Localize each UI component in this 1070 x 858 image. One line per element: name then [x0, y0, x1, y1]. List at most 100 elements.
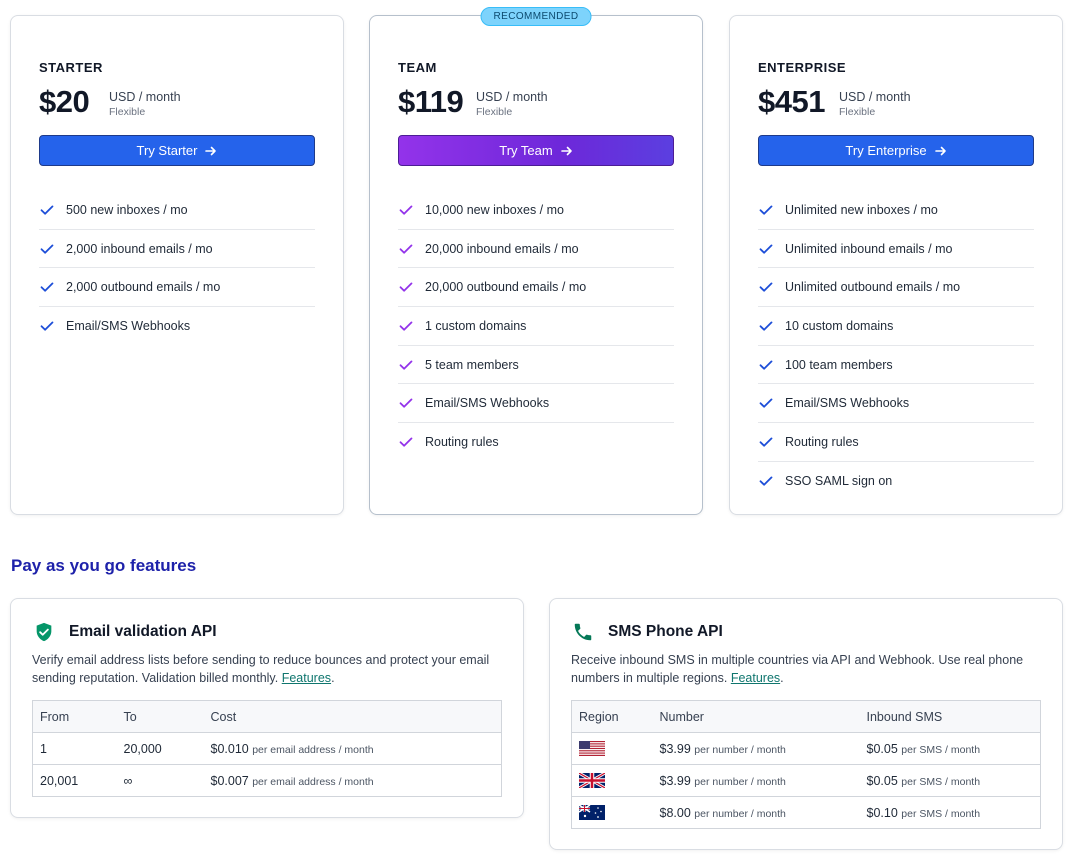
number-cell: $8.00 per number / month [652, 796, 860, 829]
number-cell: $3.99 per number / month [652, 732, 860, 765]
feature-label: Unlimited outbound emails / mo [785, 280, 961, 295]
api-title: SMS Phone API [608, 623, 723, 640]
check-icon [399, 282, 413, 292]
feature-item: 10,000 new inboxes / mo [398, 191, 674, 230]
email-pricing-table: From To Cost 1 20,000 $0.010 per email a… [32, 700, 502, 797]
feature-item: Routing rules [758, 423, 1034, 462]
check-icon [399, 321, 413, 331]
feature-label: 100 team members [785, 357, 893, 372]
check-icon [759, 321, 773, 331]
arrow-right-icon [205, 146, 217, 155]
number-cell: $3.99 per number / month [652, 764, 860, 797]
plan-billing-type: Flexible [476, 106, 513, 118]
check-icon [40, 205, 54, 215]
sms-unit: per SMS / month [901, 743, 981, 756]
check-icon [40, 321, 54, 332]
features-link[interactable]: Features [281, 670, 332, 685]
api-description-text: Verify email address lists before sendin… [32, 653, 490, 685]
from-cell: 1 [32, 732, 117, 765]
table-row: 1 20,000 $0.010 per email address / mont… [32, 732, 502, 765]
try-starter-button[interactable]: Try Starter [39, 135, 315, 166]
sms-unit: per SMS / month [901, 775, 981, 788]
cta-label: Try Team [499, 143, 553, 158]
features-link[interactable]: Features [730, 670, 781, 685]
number-price: $3.99 [659, 741, 691, 756]
try-enterprise-button[interactable]: Try Enterprise [758, 135, 1034, 166]
region-cell [571, 732, 653, 765]
from-cell: 20,001 [32, 764, 117, 797]
api-description-text: Receive inbound SMS in multiple countrie… [571, 653, 1024, 685]
sms-price: $0.05 [866, 741, 898, 756]
plan-card-team: RECOMMENDED TEAM $119 USD / month Flexib… [369, 7, 703, 515]
sms-cell: $0.05 per SMS / month [859, 732, 1041, 765]
feature-label: 10 custom domains [785, 318, 894, 333]
feature-label: Email/SMS Webhooks [425, 396, 550, 411]
cost-value: $0.007 [210, 773, 249, 788]
plan-price-unit: USD / month [839, 90, 911, 104]
email-validation-card: Email validation API Verify email addres… [10, 598, 524, 818]
feature-label: 20,000 outbound emails / mo [425, 280, 587, 295]
number-unit: per number / month [694, 743, 786, 756]
us-flag-icon [579, 741, 605, 757]
check-icon [759, 244, 773, 254]
feature-item: 100 team members [758, 346, 1034, 385]
check-icon [399, 205, 413, 215]
number-price: $3.99 [659, 773, 691, 788]
feature-label: 2,000 inbound emails / mo [66, 241, 213, 256]
column-header: To [116, 700, 204, 733]
plan-billing-type: Flexible [109, 106, 146, 118]
phone-icon [574, 623, 592, 641]
check-icon [399, 244, 413, 254]
feature-item: 20,000 inbound emails / mo [398, 230, 674, 269]
check-icon [759, 476, 773, 486]
plan-price-unit: USD / month [476, 90, 548, 104]
feature-label: Unlimited inbound emails / mo [785, 241, 953, 256]
to-cell: ∞ [116, 764, 204, 797]
check-icon [759, 360, 773, 370]
feature-label: Email/SMS Webhooks [785, 396, 910, 411]
number-unit: per number / month [694, 807, 786, 820]
cost-cell: $0.010 per email address / month [203, 732, 502, 765]
sms-price: $0.05 [866, 773, 898, 788]
recommended-badge: RECOMMENDED [480, 7, 592, 26]
try-team-button[interactable]: Try Team [398, 135, 674, 166]
plan-price: $20 [39, 84, 90, 119]
feature-list: 500 new inboxes / mo 2,000 inbound emails… [39, 191, 315, 346]
plan-price-unit: USD / month [109, 90, 181, 104]
feature-label: Routing rules [425, 435, 499, 450]
feature-label: 10,000 new inboxes / mo [425, 202, 564, 217]
plan-price: $451 [758, 84, 825, 119]
feature-label: Routing rules [785, 434, 859, 449]
plan-card-enterprise: ENTERPRISE $451 USD / month Flexible Try… [729, 15, 1063, 515]
feature-item: 2,000 outbound emails / mo [39, 268, 315, 308]
sms-pricing-table: Region Number Inbound SMS $3.99 pe [571, 700, 1041, 829]
api-title: Email validation API [69, 623, 217, 640]
check-icon [40, 244, 54, 254]
table-row: $8.00 per number / month $0.10 per SMS /… [571, 796, 1041, 829]
feature-item: Routing rules [398, 423, 674, 462]
plan-name: TEAM [398, 60, 437, 75]
column-header: Cost [203, 700, 502, 733]
feature-label: 5 team members [425, 357, 519, 372]
arrow-right-icon [934, 146, 946, 155]
plan-price: $119 [398, 84, 464, 119]
check-icon [399, 437, 413, 448]
feature-label: 500 new inboxes / mo [66, 202, 188, 217]
sms-cell: $0.05 per SMS / month [859, 764, 1041, 797]
column-header: Number [652, 700, 860, 733]
region-cell [571, 764, 653, 797]
feature-item: Unlimited outbound emails / mo [758, 268, 1034, 308]
section-title: Pay as you go features [11, 556, 197, 575]
sms-price: $0.10 [866, 805, 898, 820]
cost-unit: per email address / month [252, 775, 374, 788]
check-icon [40, 282, 54, 292]
to-cell: 20,000 [116, 732, 204, 765]
cost-value: $0.010 [210, 741, 249, 756]
table-header-row: Region Number Inbound SMS [571, 700, 1041, 733]
cta-label: Try Enterprise [845, 143, 927, 158]
feature-item: SSO SAML sign on [758, 462, 1034, 501]
feature-item: Email/SMS Webhooks [39, 307, 315, 346]
feature-item: 1 custom domains [398, 307, 674, 346]
sms-unit: per SMS / month [901, 807, 981, 820]
check-icon [759, 398, 773, 408]
